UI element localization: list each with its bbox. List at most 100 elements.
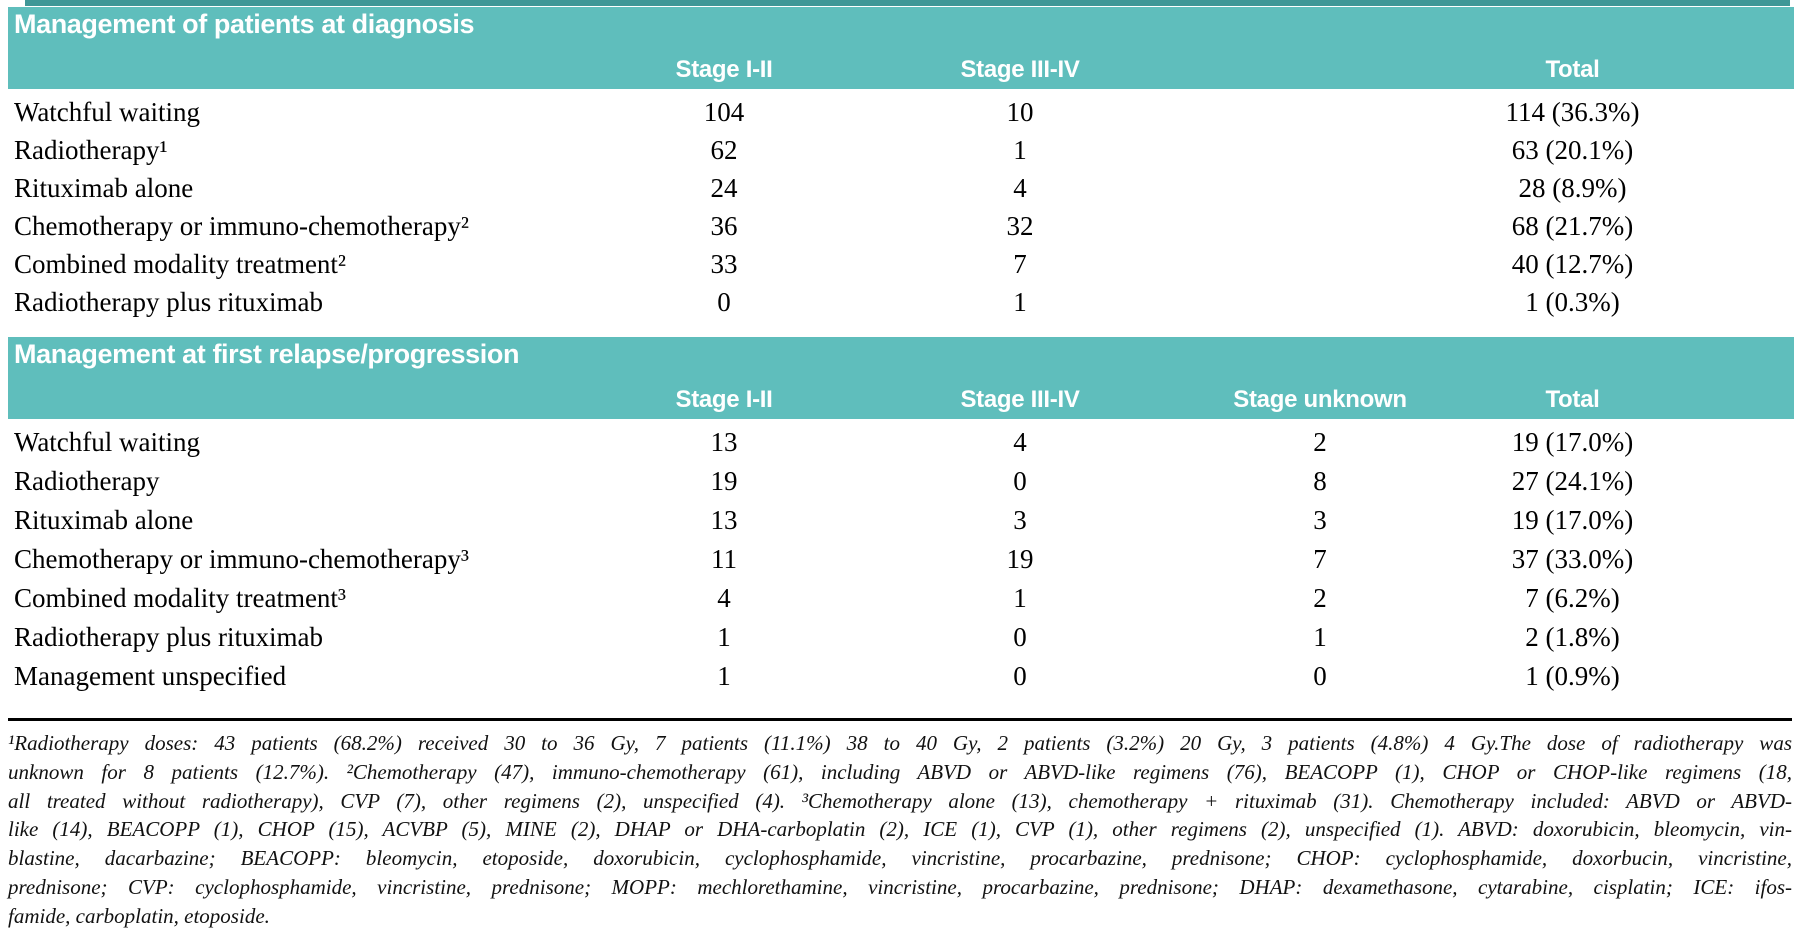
cell-total: 19 (17.0%) xyxy=(1511,505,1634,535)
footnote-line: ¹Radiotherapy doses: 43 patients (68.2%)… xyxy=(8,731,1792,755)
table-row: Radiotherapy plus rituximab 1 0 1 2 (1.8… xyxy=(8,618,1794,657)
cell-total: 7 (6.2%) xyxy=(1525,583,1620,613)
row-label: Combined modality treatment³ xyxy=(14,583,347,613)
cell-stage-1-2: 1 xyxy=(717,622,731,652)
row-label: Radiotherapy plus rituximab xyxy=(14,286,323,317)
section-relapse-rows: Watchful waiting 13 4 2 19 (17.0%) Radio… xyxy=(8,423,1794,696)
column-header-spacer xyxy=(8,386,558,414)
section-header-relapse: Management at first relapse/progression … xyxy=(8,337,1794,419)
cell-total: 37 (33.0%) xyxy=(1511,544,1634,574)
footnote-divider xyxy=(8,718,1792,721)
row-label: Radiotherapy plus rituximab xyxy=(14,622,323,652)
cell-stage-3-4: 10 xyxy=(1006,96,1034,127)
cell-stage-1-2: 36 xyxy=(710,210,738,241)
cell-stage-1-2: 4 xyxy=(717,583,731,613)
footnote-line: all treated without radiotherapy), CVP (… xyxy=(8,788,1792,813)
column-header-total: Total xyxy=(1545,56,1600,83)
cell-stage-1-2: 0 xyxy=(717,286,731,317)
cell-stage-1-2: 24 xyxy=(710,172,738,203)
table-row: Radiotherapy 19 0 8 27 (24.1%) xyxy=(8,462,1794,501)
column-header-spacer xyxy=(1655,56,1794,84)
section-title: Management at first relapse/progression xyxy=(14,339,520,369)
cell-stage-unknown: 2 xyxy=(1313,583,1327,613)
table-row: Rituximab alone 13 3 3 19 (17.0%) xyxy=(8,501,1794,540)
cell-stage-1-2: 104 xyxy=(703,96,745,127)
footnote-line: blastine, dacarbazine; BEACOPP: bleomyci… xyxy=(8,846,1792,871)
cell-stage-3-4: 4 xyxy=(1013,172,1027,203)
table-row: Combined modality treatment³ 4 1 2 7 (6.… xyxy=(8,579,1794,618)
cell-stage-3-4: 1 xyxy=(1013,286,1027,317)
cell-stage-3-4: 3 xyxy=(1013,505,1027,535)
footnote-line: famide, carboplatin, etoposide. xyxy=(8,903,270,928)
cell-total: 19 (17.0%) xyxy=(1511,427,1634,457)
row-label: Chemotherapy or immuno-chemotherapy² xyxy=(14,210,469,241)
cell-stage-3-4: 7 xyxy=(1013,248,1027,279)
table-row: Rituximab alone 24 4 28 (8.9%) xyxy=(8,169,1794,207)
column-header-row: Stage I-II Stage III-IV Stage unknown To… xyxy=(8,386,1794,414)
cell-total: 2 (1.8%) xyxy=(1525,622,1620,652)
cell-stage-1-2: 19 xyxy=(710,466,738,496)
cell-stage-unknown: 8 xyxy=(1313,466,1327,496)
row-label: Watchful waiting xyxy=(14,427,201,457)
cell-stage-3-4: 0 xyxy=(1013,466,1027,496)
cell-stage-1-2: 1 xyxy=(717,661,731,691)
cell-total: 40 (12.7%) xyxy=(1511,248,1634,279)
cell-stage-3-4: 0 xyxy=(1013,661,1027,691)
cell-total: 28 (8.9%) xyxy=(1518,172,1627,203)
table-row: Radiotherapy¹ 62 1 63 (20.1%) xyxy=(8,131,1794,169)
cell-stage-1-2: 13 xyxy=(710,505,738,535)
section-diagnosis-rows: Watchful waiting 104 10 114 (36.3%) Radi… xyxy=(8,93,1794,321)
column-header-stage-unknown: Stage unknown xyxy=(1233,386,1407,413)
table-row: Watchful waiting 104 10 114 (36.3%) xyxy=(8,93,1794,131)
cell-total: 114 (36.3%) xyxy=(1505,96,1640,127)
column-header-stage-3-4: Stage III-IV xyxy=(960,386,1080,413)
table-row: Watchful waiting 13 4 2 19 (17.0%) xyxy=(8,423,1794,462)
cell-stage-3-4: 19 xyxy=(1006,544,1034,574)
column-header-spacer xyxy=(1655,386,1794,414)
cell-stage-3-4: 1 xyxy=(1013,583,1027,613)
row-label: Chemotherapy or immuno-chemotherapy³ xyxy=(14,544,469,574)
row-label: Watchful waiting xyxy=(14,96,201,127)
cell-total: 68 (21.7%) xyxy=(1511,210,1634,241)
table-row: Radiotherapy plus rituximab 0 1 1 (0.3%) xyxy=(8,283,1794,321)
row-label: Rituximab alone xyxy=(14,172,194,203)
column-header-spacer xyxy=(8,56,558,84)
column-header-stage-1-2: Stage I-II xyxy=(675,386,773,413)
table-row: Chemotherapy or immuno-chemotherapy³ 11 … xyxy=(8,540,1794,579)
column-header-stage-unknown xyxy=(1150,56,1490,84)
cell-stage-unknown: 7 xyxy=(1313,544,1327,574)
row-label: Radiotherapy xyxy=(14,466,160,496)
cell-stage-3-4: 4 xyxy=(1013,427,1027,457)
table-row: Chemotherapy or immuno-chemotherapy² 36 … xyxy=(8,207,1794,245)
footnote-line: unknown for 8 patients (12.7%). ²Chemoth… xyxy=(8,759,1792,784)
footnote-line: prednisone; CVP: cyclophosphamide, vincr… xyxy=(8,874,1792,899)
cell-stage-3-4: 1 xyxy=(1013,134,1027,165)
section-header-diagnosis: Management of patients at diagnosis Stag… xyxy=(8,7,1794,89)
row-label: Combined modality treatment² xyxy=(14,248,347,279)
cell-stage-unknown: 0 xyxy=(1313,661,1327,691)
row-label: Management unspecified xyxy=(14,661,287,691)
section-title: Management of patients at diagnosis xyxy=(14,9,475,39)
top-border-strip xyxy=(25,0,1790,6)
row-label: Rituximab alone xyxy=(14,505,194,535)
cell-stage-1-2: 62 xyxy=(710,134,738,165)
column-header-stage-1-2: Stage I-II xyxy=(675,56,773,83)
column-header-stage-3-4: Stage III-IV xyxy=(960,56,1080,83)
cell-total: 27 (24.1%) xyxy=(1511,466,1634,496)
cell-stage-1-2: 33 xyxy=(710,248,738,279)
footnotes: ¹Radiotherapy doses: 43 patients (68.2%)… xyxy=(8,729,1792,931)
cell-stage-unknown: 3 xyxy=(1313,505,1327,535)
cell-stage-unknown: 1 xyxy=(1313,622,1327,652)
column-header-row: Stage I-II Stage III-IV Total xyxy=(8,56,1794,84)
cell-stage-unknown: 2 xyxy=(1313,427,1327,457)
cell-total: 63 (20.1%) xyxy=(1511,134,1634,165)
table-row: Combined modality treatment² 33 7 40 (12… xyxy=(8,245,1794,283)
footnote-line: like (14), BEACOPP (1), CHOP (15), ACVBP… xyxy=(8,817,1792,842)
table-row: Management unspecified 1 0 0 1 (0.9%) xyxy=(8,657,1794,696)
cell-stage-1-2: 11 xyxy=(711,544,737,574)
column-header-total: Total xyxy=(1545,386,1600,413)
cell-stage-3-4: 32 xyxy=(1006,210,1034,241)
row-label: Radiotherapy¹ xyxy=(14,134,168,165)
cell-stage-1-2: 13 xyxy=(710,427,738,457)
